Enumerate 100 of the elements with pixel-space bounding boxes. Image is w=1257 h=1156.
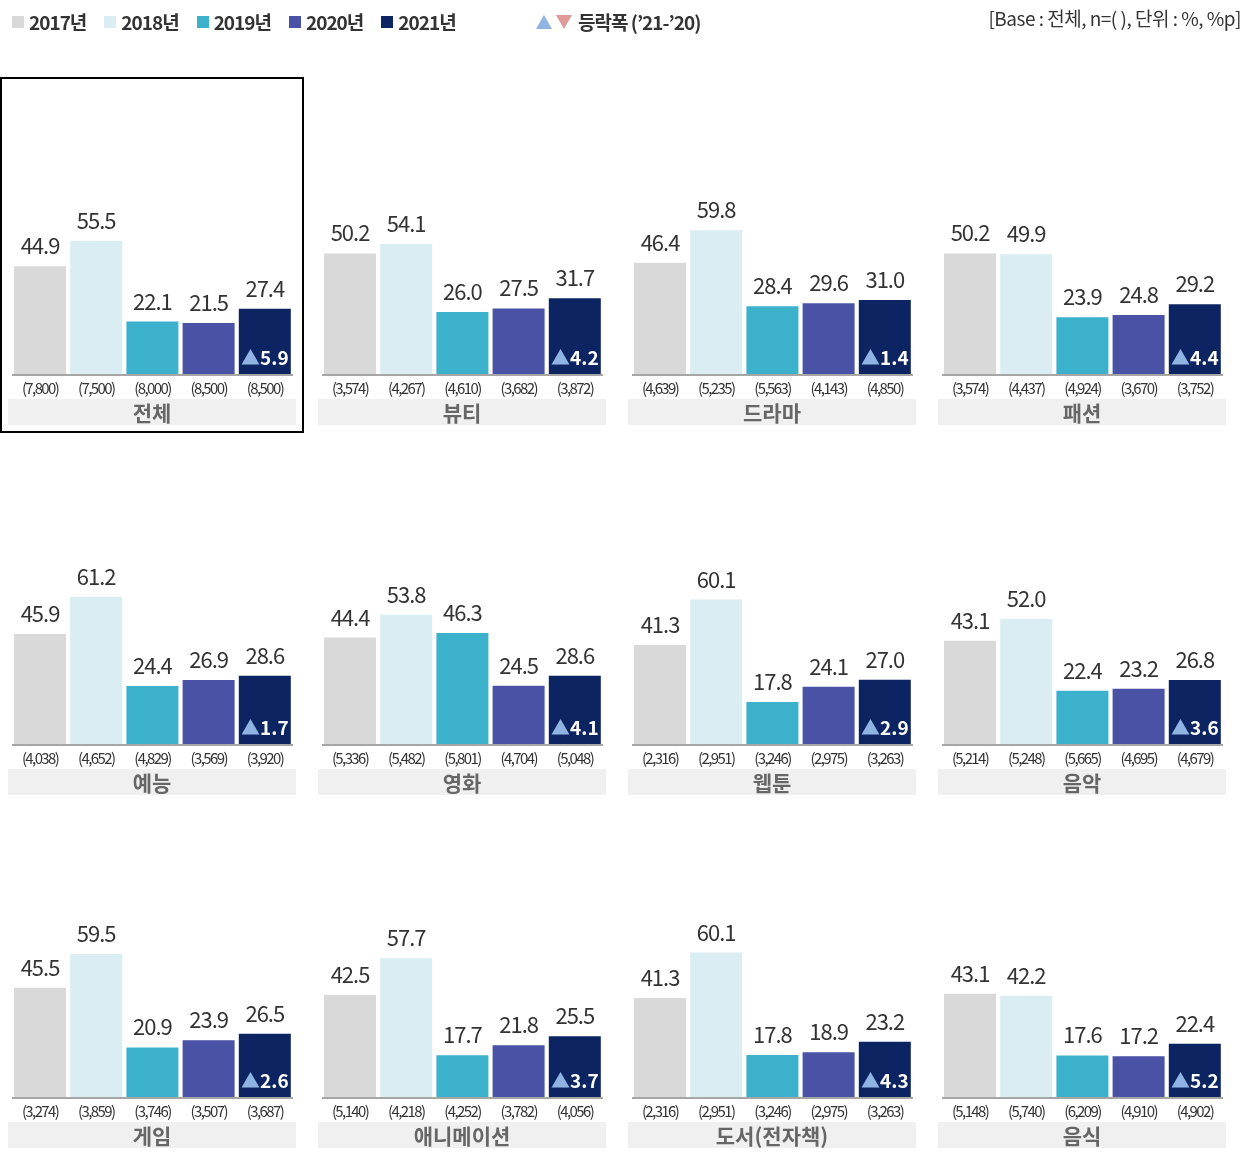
x-tick-label: (3,682)	[500, 376, 538, 398]
x-tick-label: (4,252)	[444, 1099, 482, 1121]
x-tick-label: (3,574)	[951, 376, 989, 398]
text: 뷰티	[318, 397, 606, 427]
text: 애니메이션	[318, 1120, 606, 1150]
x-tick-label: (4,652)	[78, 746, 116, 768]
x-tick-label: (4,038)	[21, 746, 59, 768]
data-label: 23.2	[1119, 650, 1159, 683]
annotation: ▲4.2	[550, 343, 599, 370]
x-tick-label: (5,235)	[698, 376, 736, 398]
data-label: 17.8	[753, 1016, 793, 1049]
data-label: 41.3	[640, 607, 680, 640]
data-label: 54.1	[386, 206, 426, 239]
x-tick-label: (5,563)	[754, 376, 792, 398]
x-tick-label: (4,610)	[444, 376, 482, 398]
data-label: 26.5	[245, 995, 285, 1028]
data-label: 46.4	[640, 224, 681, 257]
x-tick-label: (4,218)	[388, 1099, 426, 1121]
data-label: 21.8	[499, 1007, 539, 1040]
x-tick-label: (4,910)	[1120, 1099, 1158, 1121]
data-label: 24.4	[133, 647, 173, 680]
data-label: 57.7	[386, 920, 427, 953]
x-tick-label: (3,746)	[134, 1099, 172, 1121]
x-tick-label: (3,687)	[246, 1099, 284, 1121]
data-label: 45.5	[20, 949, 61, 982]
data-label: 43.1	[950, 955, 990, 988]
data-label: 24.5	[499, 647, 539, 680]
x-tick-label: (3,246)	[754, 1099, 792, 1121]
legend-label: 2021년	[398, 8, 456, 35]
annotation: ▲1.7	[240, 713, 289, 740]
data-label: 25.5	[555, 998, 595, 1031]
x-tick-label: (3,263)	[866, 746, 904, 768]
data-label: 22.4	[1063, 652, 1103, 685]
x-tick-label: (2,975)	[810, 746, 848, 768]
x-tick-label: (2,316)	[641, 1099, 679, 1121]
x-tick-label: (5,140)	[331, 1099, 369, 1121]
data-label: 59.8	[696, 192, 737, 225]
x-tick-label: (3,574)	[331, 376, 369, 398]
x-tick-label: (3,507)	[190, 1099, 228, 1121]
data-label: 28.4	[753, 268, 793, 301]
x-tick-label: (2,975)	[810, 1099, 848, 1121]
legend-label: 2020년	[305, 8, 364, 35]
x-tick-label: (5,048)	[556, 746, 594, 768]
text: 영화	[318, 767, 606, 797]
x-tick-label: (3,752)	[1176, 376, 1214, 398]
text: 패션	[938, 397, 1226, 427]
data-label: 23.2	[865, 1003, 905, 1036]
text: 도서(전자책)	[628, 1120, 916, 1150]
data-label: 60.1	[696, 561, 736, 594]
legend-label: 2017년	[29, 8, 87, 35]
x-tick-label: (4,639)	[641, 376, 679, 398]
x-tick-label: (8,000)	[134, 376, 172, 398]
x-tick-label: (2,316)	[641, 746, 679, 768]
data-label: 17.7	[443, 1017, 483, 1050]
x-tick-label: (5,665)	[1064, 746, 1102, 768]
data-label: 52.0	[1006, 581, 1047, 614]
x-tick-label: (5,801)	[444, 746, 482, 768]
x-tick-label: (3,263)	[866, 1099, 904, 1121]
data-label: 42.2	[1006, 957, 1047, 990]
text: 드라마	[628, 397, 916, 427]
data-label: 29.6	[809, 265, 849, 298]
text: 게임	[8, 1120, 296, 1150]
x-tick-label: (3,670)	[1120, 376, 1158, 398]
data-label: 26.8	[1175, 642, 1215, 675]
x-tick-label: (4,056)	[556, 1099, 594, 1121]
x-tick-label: (5,336)	[331, 746, 369, 768]
data-label: 17.8	[753, 663, 793, 696]
data-label: 41.3	[640, 960, 680, 993]
x-tick-label: (5,740)	[1008, 1099, 1046, 1121]
x-tick-label: (4,267)	[388, 376, 426, 398]
data-label: 31.7	[555, 260, 595, 293]
data-label: 20.9	[133, 1009, 173, 1042]
x-tick-label: (4,695)	[1120, 746, 1158, 768]
annotation: ▲1.4	[860, 343, 909, 370]
annotation: ▲3.7	[550, 1066, 599, 1093]
data-label: 49.9	[1006, 216, 1047, 249]
data-label: 55.5	[76, 202, 117, 235]
data-label: 27.4	[245, 270, 285, 303]
annotation: ▲5.2	[1170, 1066, 1219, 1093]
x-tick-label: (4,829)	[134, 746, 172, 768]
x-tick-label: (3,872)	[556, 376, 594, 398]
x-tick-label: (8,500)	[246, 376, 284, 398]
data-label: 17.6	[1063, 1017, 1103, 1050]
data-label: 60.1	[696, 914, 736, 947]
annotation: ▲4.3	[860, 1066, 909, 1093]
data-label: 29.2	[1175, 266, 1215, 299]
data-label: 46.3	[443, 594, 482, 627]
x-tick-label: (3,859)	[78, 1099, 116, 1121]
x-tick-label: (3,569)	[190, 746, 228, 768]
annotation: ▲4.1	[550, 713, 599, 740]
data-label: 18.9	[809, 1014, 849, 1047]
data-label: 50.2	[330, 215, 371, 248]
annotation: ▲3.6	[1170, 713, 1219, 740]
x-tick-label: (3,274)	[21, 1099, 59, 1121]
text: 예능	[8, 767, 296, 797]
x-tick-label: (4,902)	[1176, 1099, 1214, 1121]
data-label: 28.6	[555, 637, 595, 670]
data-label: 53.8	[386, 576, 427, 609]
data-label: 45.9	[20, 595, 61, 628]
text: 음식	[938, 1120, 1226, 1150]
